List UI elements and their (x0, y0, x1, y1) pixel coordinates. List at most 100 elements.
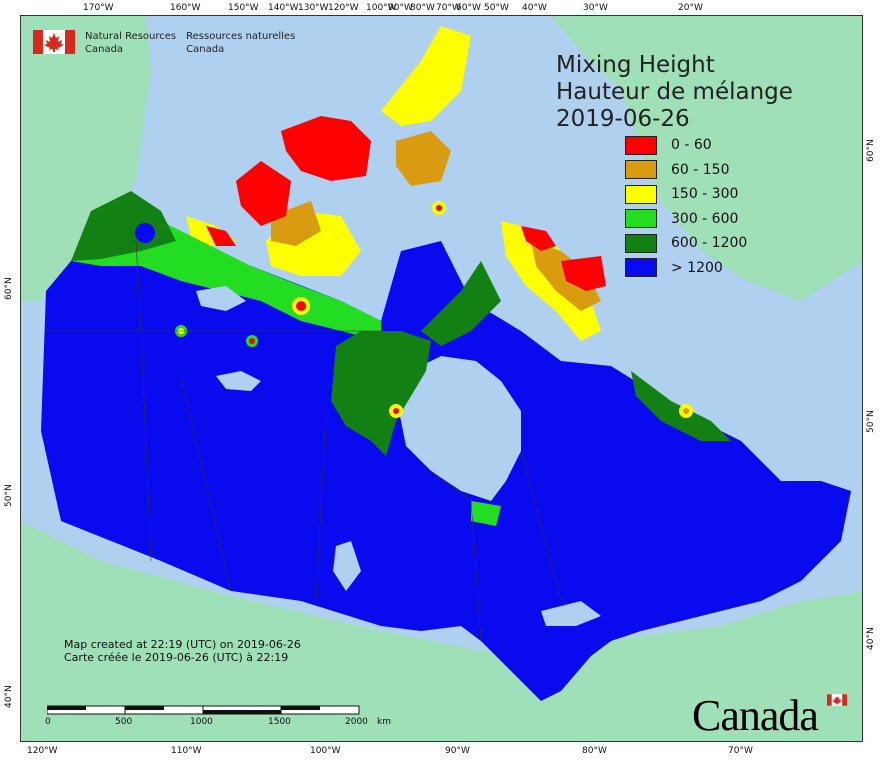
mh-0-60-baffin-east (561, 256, 606, 291)
legend-item: 600 - 1200 (625, 231, 747, 256)
logo-text-french: Ressources naturelles Canada (186, 31, 296, 55)
greenland-land (551, 16, 862, 301)
title-date: 2019-06-26 (556, 106, 690, 132)
legend-swatch (625, 258, 657, 278)
left-tick-60n: 60°N (4, 277, 14, 300)
mh-600-1200-yukon (71, 191, 176, 261)
mh-0-60-baffin-ne (521, 226, 556, 251)
legend-swatch (625, 184, 657, 204)
legend-label: 300 - 600 (671, 210, 739, 227)
logo-text-english: Natural Resources Canada (85, 31, 177, 55)
border-sk-mb (315, 410, 327, 602)
alaska-land (21, 16, 151, 301)
mh-600-1200-hudson-west (331, 331, 431, 456)
scale-bar: 0 500 1000 1500 2000 km (45, 704, 407, 738)
blue-spot-yukon (135, 223, 155, 243)
legend-label: 60 - 150 (671, 161, 730, 178)
bottom-tick-110w: 110°W (171, 746, 202, 756)
mh-60-150-devon (396, 131, 451, 186)
border-on-qc (520, 450, 562, 602)
bottom-tick-80w: 80°W (582, 746, 607, 756)
legend-swatch (625, 209, 657, 229)
legend-swatch (625, 233, 657, 253)
top-tick-130w: 130°W (298, 3, 329, 13)
legend-item: 0 - 60 (625, 133, 747, 158)
scale-label-1500: 1500 (268, 717, 291, 727)
mh-600-1200-labrador (631, 371, 731, 441)
hotspot-4-core (436, 205, 442, 211)
legend-item: 150 - 300 (625, 182, 747, 207)
hotspot-5-core (393, 408, 399, 414)
great-slave-lake (216, 371, 261, 391)
map-credit: Map created at 22:19 (UTC) on 2019-06-26… (64, 638, 301, 664)
canada-wordmark-text: Canada (692, 691, 819, 740)
bottom-tick-100w: 100°W (310, 746, 341, 756)
right-tick-60n: 60°N (866, 139, 876, 162)
hudson-bay (399, 356, 521, 501)
top-tick-60w: 60°W (456, 3, 481, 13)
lake-winnipeg (333, 541, 361, 591)
mh-150-300-ellesmere (381, 26, 471, 126)
legend-label: 0 - 60 (671, 137, 712, 154)
canada-flag-icon (33, 30, 75, 54)
legend-swatch (625, 135, 657, 155)
scale-unit: km (377, 717, 391, 727)
legend-swatch (625, 160, 657, 180)
mh-0-60-parry-islands (281, 116, 371, 181)
left-tick-50n: 50°N (4, 484, 14, 507)
legend-label: > 1200 (671, 259, 723, 276)
wordmark-flag-icon (827, 694, 847, 706)
bottom-tick-120w: 120°W (27, 746, 58, 756)
mh-600-1200-baffin-south (421, 261, 501, 346)
right-tick-50n: 50°N (866, 410, 876, 433)
top-tick-120w: 120°W (328, 3, 359, 13)
hotspot-3-core (249, 338, 255, 344)
border-ab-sk (180, 375, 232, 592)
legend-item: 300 - 600 (625, 207, 747, 232)
canada-wordmark: Canada (692, 690, 847, 741)
legend: 0 - 60 60 - 150 150 - 300 300 - 600 600 - 12… (625, 133, 747, 280)
top-tick-100w: 100°W (366, 3, 397, 13)
top-tick-20w: 20°W (678, 3, 703, 13)
scale-bar-graphic (46, 705, 360, 715)
title-french: Hauteur de mélange (556, 79, 793, 105)
credit-french: Carte créée le 2019-06-26 (UTC) à 22:19 (64, 651, 289, 664)
scale-label-0: 0 (45, 717, 51, 727)
hotspot-6-core (683, 408, 689, 414)
usa-land (21, 521, 862, 741)
top-tick-150w: 150°W (228, 3, 259, 13)
bottom-tick-90w: 90°W (445, 746, 470, 756)
scale-label-2000: 2000 (345, 717, 368, 727)
top-tick-80w: 80°W (410, 3, 435, 13)
nrcan-logo: Natural Resources Canada Ressources natu… (33, 30, 295, 56)
legend-label: 150 - 300 (671, 186, 739, 203)
mh-0-60-mackenzie-delta (206, 226, 236, 246)
map-title: Mixing Height Hauteur de mélange 2019-06… (556, 52, 793, 133)
legend-item: 60 - 150 (625, 158, 747, 183)
top-tick-140w: 140°W (268, 3, 299, 13)
top-tick-90w: 90°W (388, 3, 413, 13)
legend-label: 600 - 1200 (671, 235, 748, 252)
legend-item: > 1200 (625, 256, 747, 281)
bottom-tick-70w: 70°W (728, 746, 753, 756)
top-tick-40w: 40°W (522, 3, 547, 13)
top-tick-160w: 160°W (170, 3, 201, 13)
left-tick-40n: 40°N (4, 685, 14, 708)
scale-label-1000: 1000 (190, 717, 213, 727)
map-svg (21, 16, 862, 741)
top-tick-170w: 170°W (83, 3, 114, 13)
mh-0-60-banks-island (236, 161, 291, 226)
top-tick-30w: 30°W (583, 3, 608, 13)
border-mb-on (430, 470, 482, 642)
top-tick-70w: 70°W (436, 3, 461, 13)
top-tick-50w: 50°W (484, 3, 509, 13)
mh-300-600-james-bay (471, 501, 501, 526)
great-lakes (541, 601, 601, 626)
right-tick-40n: 40°N (866, 627, 876, 650)
credit-english: Map created at 22:19 (UTC) on 2019-06-26 (64, 638, 301, 651)
hotspot-1-core (296, 301, 306, 311)
title-english: Mixing Height (556, 52, 715, 78)
map-canvas: Mixing Height Hauteur de mélange 2019-06… (20, 15, 863, 742)
scale-label-500: 500 (115, 717, 133, 727)
